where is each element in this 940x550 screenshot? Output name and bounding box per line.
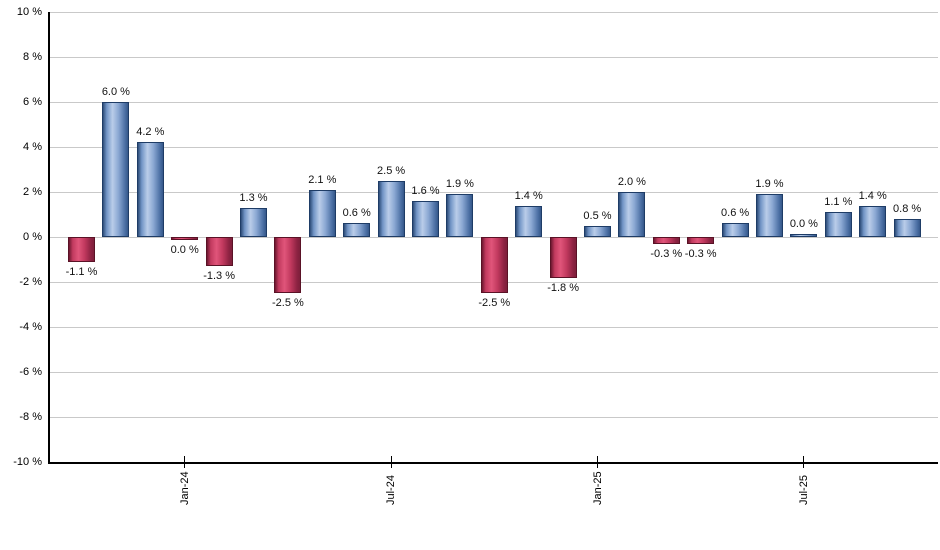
gridline [50, 12, 938, 13]
bar-value-label: 1.9 % [755, 178, 784, 190]
bar-value-label: 0.8 % [893, 203, 922, 215]
y-tick-label: -6 % [19, 366, 42, 378]
bar-negative [652, 237, 680, 244]
x-axis-line [48, 462, 938, 464]
bar-value-label: 2.0 % [617, 176, 646, 188]
y-axis-line [48, 12, 50, 464]
plot-area: -1.1 % 6.0 % 4.2 % 0.0 % -1.3 % 1.3 % -2.5 % 2.… [50, 12, 938, 462]
bar-positive [102, 102, 130, 237]
x-axis-tick [597, 456, 598, 468]
bar-value-label: -2.5 % [271, 297, 304, 309]
y-tick-label: -4 % [19, 321, 42, 333]
gridline [50, 192, 938, 193]
y-tick-label: 4 % [23, 141, 42, 153]
bar-negative [171, 237, 199, 240]
bar-value-label: -1.3 % [203, 270, 235, 282]
bar-negative [480, 237, 508, 293]
bar-value-label: 4.2 % [136, 126, 165, 138]
bar-positive [446, 194, 474, 237]
x-tick-label: Jul-24 [385, 475, 398, 505]
bar-positive [584, 226, 611, 237]
y-axis-labels: 10 % 8 % 6 % 4 % 2 % 0 % -2 % -4 % -6 % -8 % -10 % [0, 0, 46, 480]
y-tick-label: -10 % [13, 456, 42, 468]
y-tick-label: 10 % [16, 6, 42, 18]
bar-negative [205, 237, 233, 266]
gridline [50, 102, 938, 103]
bar-positive [824, 212, 852, 237]
x-tick-label: Jan-25 [591, 471, 604, 505]
bar-value-label: 1.4 % [514, 190, 543, 202]
bar-negative [68, 237, 95, 262]
bar-negative [687, 237, 715, 244]
bar-value-label: 1.4 % [858, 190, 887, 202]
bar-positive [515, 206, 543, 237]
bar-positive [893, 219, 921, 237]
bar-value-label: 0.6 % [342, 207, 371, 219]
y-tick-label: 6 % [23, 96, 42, 108]
bar-positive [240, 208, 267, 237]
bar-value-label: -1.1 % [65, 266, 98, 278]
bar-value-label: 0.6 % [721, 207, 750, 219]
gridline [50, 417, 938, 418]
bar-positive [343, 223, 371, 237]
bar-positive [790, 234, 818, 237]
y-tick-label: -8 % [19, 411, 42, 423]
bar-value-label: 1.3 % [239, 192, 268, 204]
x-tick-label: Jan-24 [178, 471, 191, 505]
bar-value-label: -0.3 % [684, 248, 717, 260]
bar-value-label: 0.0 % [789, 218, 818, 230]
bar-positive [721, 223, 749, 237]
gridline [50, 327, 938, 328]
gridline [50, 57, 938, 58]
bar-value-label: 2.5 % [377, 165, 406, 177]
y-tick-label: 8 % [23, 51, 42, 63]
y-tick-label: 0 % [23, 231, 42, 243]
y-tick-label: -2 % [19, 276, 42, 288]
x-axis-tick [390, 456, 392, 468]
bar-value-label: 1.1 % [824, 196, 853, 208]
bar-value-label: 6.0 % [101, 86, 130, 98]
bar-value-label: 0.5 % [583, 210, 612, 222]
bar-positive [308, 190, 336, 237]
gridline [50, 372, 938, 373]
bar-value-label: 1.9 % [445, 178, 474, 190]
bar-value-label: -1.8 % [547, 282, 579, 294]
x-axis-tick [803, 456, 805, 468]
y-tick-label: 2 % [23, 186, 42, 198]
bar-positive [136, 142, 164, 237]
bar-positive [377, 181, 405, 237]
bar-negative [549, 237, 577, 278]
bar-value-label: -0.3 % [650, 248, 683, 260]
bar-value-label: 0.0 % [170, 244, 199, 256]
bar-positive [859, 206, 887, 237]
bar-positive [412, 201, 439, 237]
bar-value-label: 2.1 % [308, 174, 337, 186]
x-tick-label: Jul-25 [797, 475, 810, 505]
bar-negative [274, 237, 302, 293]
bar-positive [618, 192, 646, 237]
bar-value-label: -2.5 % [478, 297, 511, 309]
gridline [50, 147, 938, 148]
bar-positive [756, 194, 783, 237]
x-axis-tick [184, 456, 186, 468]
bar-value-label: 1.6 % [411, 185, 440, 197]
